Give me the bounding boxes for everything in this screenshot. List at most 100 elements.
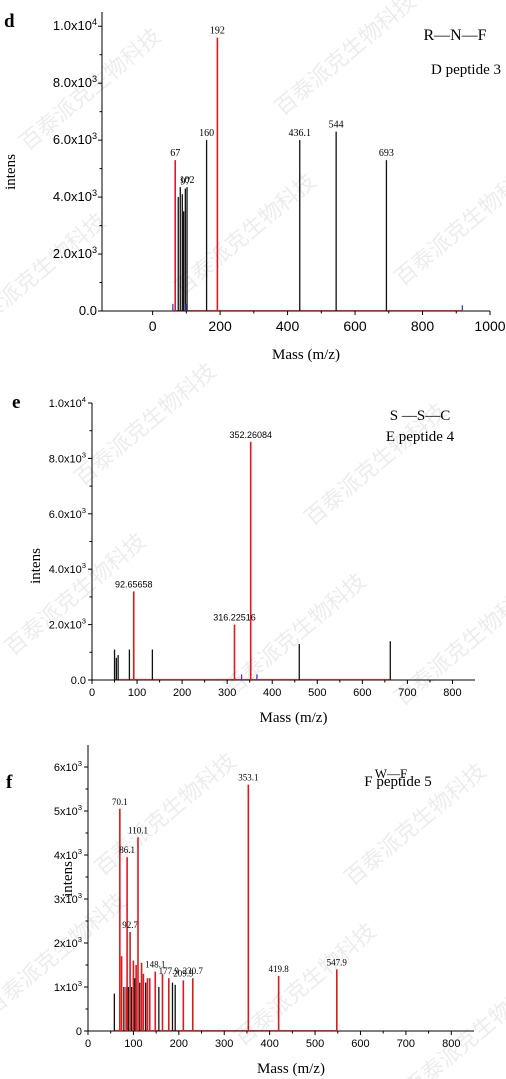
y-tick-base: 8.0x10 xyxy=(53,75,92,90)
x-tick-label: 600 xyxy=(343,318,367,334)
y-tick-base: 0.0 xyxy=(71,675,86,687)
x-tick-label: 400 xyxy=(263,687,281,699)
y-tick-exponent: 4 xyxy=(92,17,97,27)
chart-panel-f: f0 100 200 300 400 500 600 700 80001x1032x1033x1… xyxy=(6,745,474,1077)
peak-label: 316.22516 xyxy=(213,613,256,623)
peak-label: 544 xyxy=(329,120,344,131)
x-tick-label: 100 xyxy=(128,687,146,699)
y-tick-label: 4.0x103 xyxy=(53,188,97,204)
watermark: 百泰派克生物科技 xyxy=(70,359,221,491)
y-tick-base: 2.0x10 xyxy=(49,620,82,632)
y-tick-label: 8.0x103 xyxy=(53,74,97,90)
panel-letter: d xyxy=(4,11,15,32)
y-tick-label: 5x103 xyxy=(54,803,82,818)
y-tick-exponent: 3 xyxy=(78,891,82,900)
peak-label: 230.7 xyxy=(183,966,204,976)
x-tick-label: 300 xyxy=(218,687,236,699)
watermark: 百泰派克生物科技 xyxy=(0,889,131,1021)
x-tick-label: 700 xyxy=(397,1038,415,1050)
y-tick-label: 2.0x103 xyxy=(53,245,97,261)
y-tick-base: 2x10 xyxy=(54,938,78,950)
x-tick-label: 600 xyxy=(353,687,371,699)
y-tick-exponent: 3 xyxy=(92,131,97,141)
peak-label: 148.1 xyxy=(145,960,165,970)
y-tick-label: 6x103 xyxy=(54,759,82,774)
y-tick-label: 8.0x103 xyxy=(49,450,86,465)
x-tick-label: 200 xyxy=(208,318,232,334)
y-axis-label: intens xyxy=(28,548,44,584)
y-tick-base: 4x10 xyxy=(54,850,78,862)
y-tick-base: 5x10 xyxy=(54,806,78,818)
y-tick-base: 0 xyxy=(76,1026,82,1038)
y-tick-exponent: 3 xyxy=(82,450,86,459)
y-tick-base: 0.0 xyxy=(79,303,97,318)
y-tick-label: 0.0 xyxy=(79,303,97,318)
x-axis-label: Mass (m/z) xyxy=(260,710,328,726)
x-tick-label: 0 xyxy=(149,318,157,334)
x-tick-label: 100 xyxy=(124,1038,142,1050)
y-tick-label: 4x103 xyxy=(54,847,82,862)
x-tick-label: 0 xyxy=(85,1038,91,1050)
watermark: 百泰派克生物科技 xyxy=(90,749,241,881)
y-tick-exponent: 3 xyxy=(82,617,86,626)
panel-letter: f xyxy=(6,772,13,793)
y-tick-label: 4.0x103 xyxy=(49,561,86,576)
y-tick-label: 1.0x104 xyxy=(49,395,87,410)
y-tick-label: 2.0x103 xyxy=(49,617,86,632)
peak-label: 352.26084 xyxy=(229,430,272,440)
y-axis-label: intens xyxy=(60,861,76,897)
x-tick-label: 400 xyxy=(276,318,300,334)
peak-label: 92.7 xyxy=(122,920,138,930)
sequence-annotation: R—N—F xyxy=(423,27,486,44)
y-tick-label: 1x103 xyxy=(54,979,82,994)
y-tick-base: 1.0x10 xyxy=(53,18,92,33)
y-tick-base: 8.0x10 xyxy=(49,453,82,465)
y-tick-base: 1x10 xyxy=(54,982,78,994)
x-tick-label: 500 xyxy=(308,687,326,699)
y-tick-exponent: 3 xyxy=(92,74,97,84)
peak-label: 110.1 xyxy=(128,825,148,835)
x-tick-label: 600 xyxy=(351,1038,369,1050)
y-tick-label: 2x103 xyxy=(54,935,82,950)
x-tick-label: 300 xyxy=(215,1038,233,1050)
y-tick-label: 3x103 xyxy=(54,891,82,906)
x-tick-label: 800 xyxy=(411,318,435,334)
peptide-annotation: E peptide 4 xyxy=(386,429,455,445)
peak-label: 192 xyxy=(210,26,225,37)
y-tick-base: 6x10 xyxy=(54,762,78,774)
x-tick-label: 500 xyxy=(306,1038,324,1050)
peak-label: 547.9 xyxy=(327,957,348,967)
peak-label: 102 xyxy=(180,175,195,186)
y-tick-base: 3x10 xyxy=(54,894,78,906)
x-tick-label: 0 xyxy=(89,687,95,699)
peak-label: 70.1 xyxy=(112,797,128,807)
x-tick-label: 700 xyxy=(398,687,416,699)
watermark: 百泰派克生物科技 xyxy=(170,169,321,301)
y-tick-label: 6.0x103 xyxy=(53,131,97,147)
peak-label: 92.65658 xyxy=(115,579,153,589)
y-tick-base: 6.0x10 xyxy=(53,132,92,147)
chart-panel-d: d0 200 400 600 800 10000.02.0x1034.0x1036.0x1… xyxy=(3,11,506,363)
x-tick-label: 1000 xyxy=(474,318,505,334)
peak-label: 86.1 xyxy=(119,845,135,855)
peak-label: 353.1 xyxy=(238,773,258,783)
peak-label: 436.1 xyxy=(288,128,311,139)
x-tick-label: 800 xyxy=(442,1038,460,1050)
watermark: 百泰派克生物科技 xyxy=(390,159,506,291)
peptide-annotation: F peptide 5 xyxy=(364,774,432,790)
y-tick-base: 4.0x10 xyxy=(53,189,92,204)
sequence-annotation: W—F xyxy=(375,766,408,781)
peak-label: 67 xyxy=(170,148,180,159)
watermark: 百泰派克生物科技 xyxy=(220,569,371,701)
y-tick-exponent: 3 xyxy=(78,759,82,768)
x-tick-label: 200 xyxy=(173,687,191,699)
peak-label: 177.9 xyxy=(159,966,180,976)
peak-label: 97 xyxy=(180,177,190,188)
y-tick-exponent: 3 xyxy=(78,979,82,988)
y-tick-base: 2.0x10 xyxy=(53,246,92,261)
y-tick-label: 1.0x104 xyxy=(53,17,97,33)
y-tick-exponent: 4 xyxy=(82,395,87,404)
peak-label: 693 xyxy=(379,148,394,159)
y-tick-label: 6.0x103 xyxy=(49,506,86,521)
